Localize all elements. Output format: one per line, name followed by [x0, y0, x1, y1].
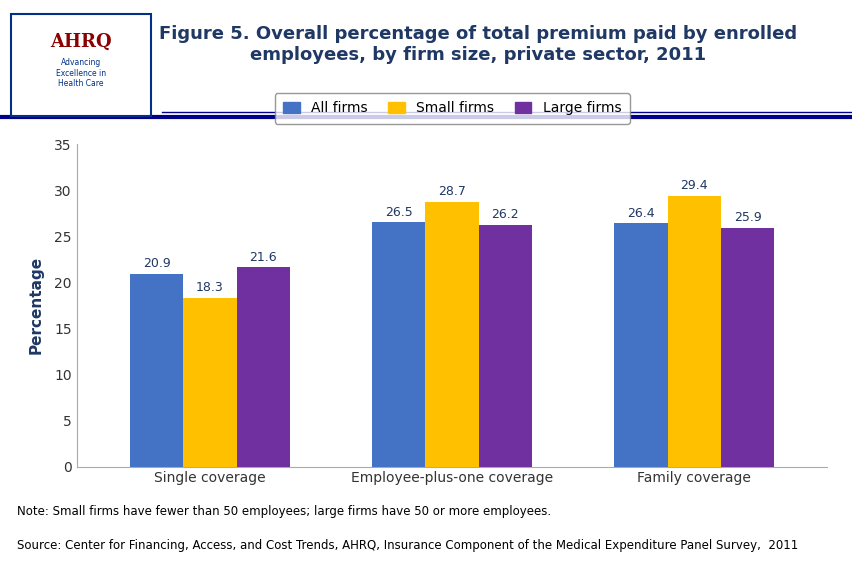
Bar	[425, 202, 478, 467]
Text: 26.5: 26.5	[384, 206, 412, 219]
Text: 25.9: 25.9	[733, 211, 761, 224]
Legend: All firms, Small firms, Large firms: All firms, Small firms, Large firms	[274, 93, 629, 123]
Bar	[613, 223, 667, 467]
Text: 26.2: 26.2	[491, 209, 519, 221]
Text: Source: Center for Financing, Access, and Cost Trends, AHRQ, Insurance Component: Source: Center for Financing, Access, an…	[17, 539, 797, 552]
Text: 29.4: 29.4	[680, 179, 707, 192]
Y-axis label: Percentage: Percentage	[28, 256, 43, 354]
Text: Advancing
Excellence in
Health Care: Advancing Excellence in Health Care	[56, 58, 106, 88]
Bar	[667, 196, 720, 467]
Text: 26.4: 26.4	[626, 207, 654, 219]
Bar	[720, 228, 774, 467]
FancyBboxPatch shape	[11, 14, 151, 116]
Bar	[130, 274, 183, 467]
Text: AHRQ: AHRQ	[50, 32, 112, 50]
Text: 28.7: 28.7	[438, 185, 465, 198]
Bar	[478, 225, 532, 467]
Text: Figure 5. Overall percentage of total premium paid by enrolled
employees, by fir: Figure 5. Overall percentage of total pr…	[158, 25, 796, 64]
Bar	[183, 298, 236, 467]
Bar	[236, 267, 290, 467]
Text: 18.3: 18.3	[196, 281, 223, 294]
Text: Note: Small firms have fewer than 50 employees; large firms have 50 or more empl: Note: Small firms have fewer than 50 emp…	[17, 505, 550, 518]
Text: 21.6: 21.6	[249, 251, 277, 264]
Text: 20.9: 20.9	[142, 257, 170, 270]
Bar	[371, 222, 425, 467]
